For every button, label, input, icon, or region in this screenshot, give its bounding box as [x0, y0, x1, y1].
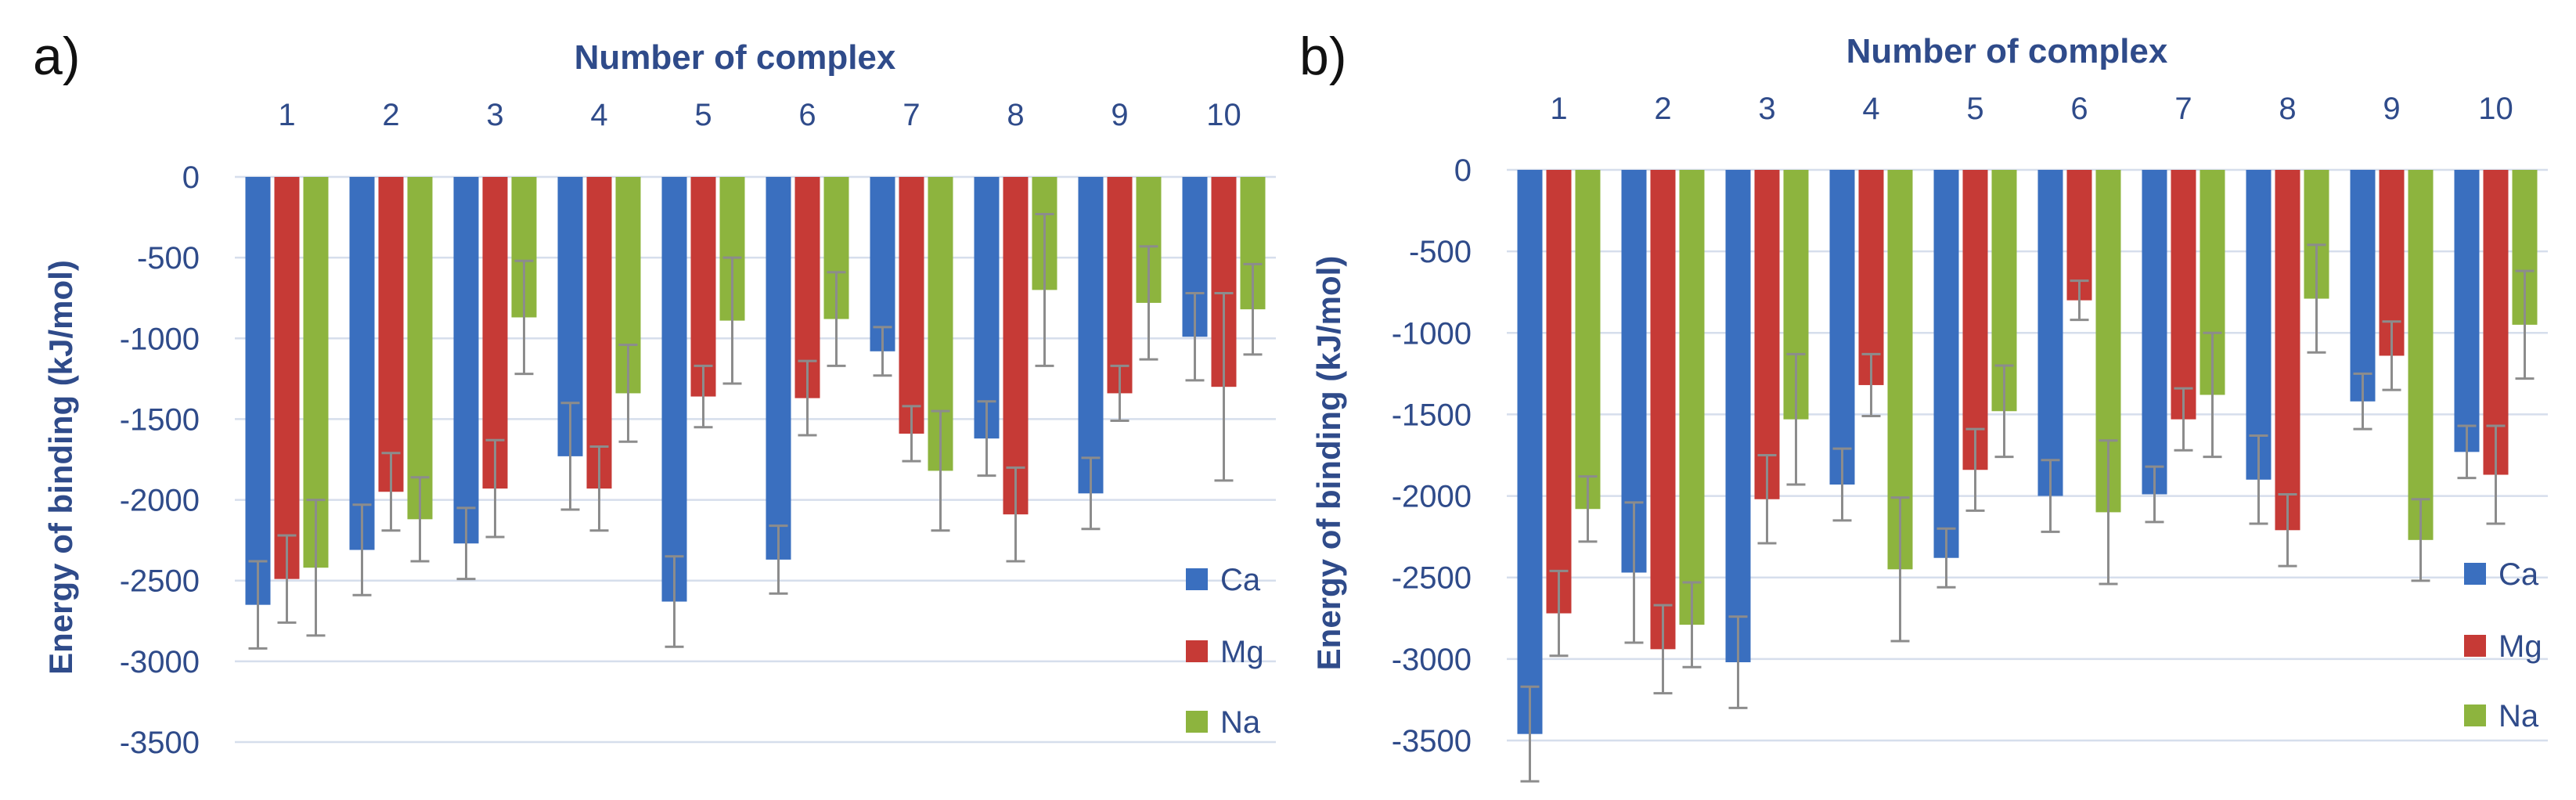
bar-mg-4: [1858, 170, 1884, 385]
bar-ca-8: [974, 177, 1000, 439]
bar-mg-2: [378, 177, 404, 492]
bar-ca-5: [661, 177, 687, 602]
bar-ca-10: [2454, 170, 2480, 452]
bar-ca-6: [2037, 170, 2063, 496]
y-tick-label: -1000: [120, 322, 200, 356]
bar-ca-3: [1725, 170, 1751, 663]
bar-mg-1: [1546, 170, 1572, 614]
legend-swatch-mg: [1186, 640, 1208, 662]
bar-ca-9: [1078, 177, 1104, 494]
y-tick-label: -1500: [120, 402, 200, 437]
bar-ca-1: [245, 177, 271, 605]
y-axis-title: Energy of binding (kJ/mol): [1310, 256, 1347, 671]
legend-label-na: Na: [1220, 705, 1261, 740]
bar-mg-2: [1650, 170, 1676, 650]
x-tick-label: 5: [694, 98, 712, 132]
bar-mg-3: [482, 177, 508, 489]
x-tick-label: 2: [1654, 92, 1671, 126]
x-tick-label: 3: [486, 98, 503, 132]
y-tick-label: -3000: [120, 645, 200, 679]
bar-na-9: [2408, 170, 2434, 540]
legend-label-ca: Ca: [1220, 563, 1261, 597]
bar-ca-7: [870, 177, 895, 351]
x-axis-title: Number of complex: [1846, 32, 2168, 70]
y-tick-label: -2500: [120, 564, 200, 599]
y-tick-label: -2000: [120, 484, 200, 518]
x-tick-label: 10: [2478, 92, 2513, 126]
y-tick-label: -3000: [1392, 643, 1472, 677]
legend-swatch-ca: [1186, 568, 1208, 590]
bar-mg-3: [1754, 170, 1780, 499]
bar-na-1: [1575, 170, 1601, 510]
y-tick-label: -3500: [120, 726, 200, 760]
x-tick-label: 9: [1111, 98, 1128, 132]
x-tick-label: 5: [1966, 92, 1983, 126]
bar-ca-9: [2350, 170, 2376, 402]
panel-label: a): [33, 27, 80, 86]
bar-ca-3: [453, 177, 479, 544]
x-tick-label: 1: [278, 98, 295, 132]
bar-mg-6: [2066, 170, 2092, 301]
x-tick-label: 2: [382, 98, 399, 132]
y-axis-title: Energy of binding (kJ/mol): [42, 260, 79, 675]
legend-swatch-na: [1186, 711, 1208, 733]
x-tick-label: 8: [2279, 92, 2296, 126]
bar-ca-8: [2246, 170, 2272, 480]
legend-swatch-mg: [2464, 635, 2486, 657]
bar-na-2: [1679, 170, 1705, 625]
x-tick-label: 6: [2070, 92, 2088, 126]
bar-mg-7: [899, 177, 924, 434]
x-tick-label: 4: [590, 98, 607, 132]
x-tick-label: 1: [1550, 92, 1567, 126]
x-axis-title: Number of complex: [575, 38, 896, 77]
y-tick-label: -1000: [1392, 316, 1472, 351]
x-tick-label: 7: [2174, 92, 2192, 126]
bar-mg-4: [586, 177, 612, 489]
bar-mg-8: [1003, 177, 1029, 515]
bar-mg-1: [274, 177, 300, 579]
y-tick-label: -2500: [1392, 561, 1472, 596]
bar-ca-1: [1517, 170, 1543, 734]
bar-mg-8: [2275, 170, 2300, 531]
bar-mg-5: [690, 177, 716, 397]
x-tick-label: 3: [1758, 92, 1775, 126]
y-tick-label: -2000: [1392, 480, 1472, 514]
panel-a: a) 0 -500 -1000 -1500 -2000 -2500 -3000 -3500 Num…: [33, 27, 1276, 760]
x-tick-label: 7: [903, 98, 920, 132]
bar-ca-5: [1933, 170, 1959, 558]
legend-label-mg: Mg: [2499, 629, 2542, 664]
x-tick-label: 6: [798, 98, 816, 132]
bar-na-2: [407, 177, 433, 520]
x-tick-label: 8: [1007, 98, 1024, 132]
y-tick-label: -500: [137, 241, 200, 276]
bar-ca-7: [2142, 170, 2167, 495]
bar-mg-9: [1107, 177, 1133, 394]
bar-ca-2: [349, 177, 375, 550]
legend-label-mg: Mg: [1220, 635, 1264, 669]
legend-swatch-ca: [2464, 563, 2486, 585]
y-tick-label: -3500: [1392, 724, 1472, 759]
bar-mg-10: [2483, 170, 2509, 475]
y-tick-label: -1500: [1392, 398, 1472, 432]
bar-mg-5: [1962, 170, 1988, 470]
panel-b: b) 0 -500 -1000 -1500 -2000 -2500 -3000 -3500 Num…: [1299, 27, 2548, 783]
x-tick-label: 10: [1206, 98, 1241, 132]
legend-swatch-na: [2464, 705, 2486, 726]
y-tick-label: 0: [182, 160, 200, 195]
bar-ca-6: [766, 177, 791, 560]
legend-label-na: Na: [2499, 699, 2539, 733]
legend-label-ca: Ca: [2499, 557, 2539, 592]
x-tick-label: 9: [2383, 92, 2400, 126]
x-tick-label: 4: [1862, 92, 1879, 126]
bar-mg-7: [2171, 170, 2196, 420]
bar-ca-4: [1829, 170, 1855, 485]
panel-label: b): [1299, 27, 1346, 86]
y-tick-label: -500: [1409, 235, 1472, 269]
y-tick-label: 0: [1454, 153, 1472, 188]
